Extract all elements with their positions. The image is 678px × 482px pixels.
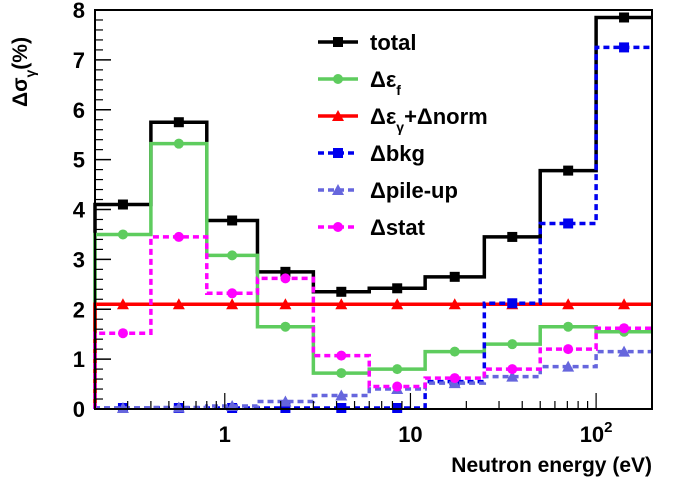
y-axis-label-unit: (%) [9, 37, 32, 70]
data-point [173, 138, 184, 149]
series-4 [93, 345, 652, 414]
data-point [448, 298, 461, 310]
data-point [280, 321, 291, 332]
data-point [116, 298, 129, 310]
y-axis-label: Δσγ(%) [9, 37, 38, 107]
data-point [226, 298, 239, 310]
data-point [507, 339, 518, 350]
legend-label: Δεγ+Δnorm [370, 104, 488, 135]
data-point [449, 271, 460, 282]
data-point [562, 360, 575, 372]
x-tick-label: 102 [580, 419, 613, 447]
data-point [227, 215, 238, 226]
data-point [335, 298, 348, 310]
data-point [392, 364, 403, 375]
data-point [279, 298, 292, 310]
y-tick-label: 0 [73, 397, 85, 422]
x-axis-label: Neutron energy (eV) [451, 454, 652, 477]
data-point [392, 283, 403, 294]
series-0 [93, 12, 652, 409]
y-tick-label: 8 [73, 0, 85, 23]
data-point [280, 266, 291, 277]
data-point [227, 250, 238, 261]
data-point [117, 199, 128, 210]
data-point [619, 323, 630, 334]
legend-label: Δεf [370, 67, 401, 98]
data-point [335, 389, 348, 401]
x-tick-label: 1 [219, 422, 231, 447]
legend-marker [332, 184, 344, 195]
data-point [563, 165, 574, 176]
series-line [93, 15, 652, 409]
y-tick-label: 7 [73, 48, 85, 73]
legend-label: Δstat [370, 215, 426, 240]
data-point [116, 402, 129, 414]
legend: total Δεf Δεγ+Δnorm Δbkg Δpile-up Δstat [318, 30, 488, 240]
y-axis-label-main: Δσ [9, 78, 32, 107]
legend-marker [333, 222, 343, 232]
data-point [227, 288, 238, 299]
series-5 [93, 231, 652, 409]
data-point [280, 273, 291, 284]
y-tick-label: 5 [73, 148, 85, 173]
legend-marker [333, 148, 343, 158]
data-point [173, 117, 184, 128]
data-point [506, 370, 519, 382]
legend-marker [333, 37, 343, 47]
y-axis-label-sub: γ [22, 70, 38, 78]
y-tick-label: 2 [73, 297, 85, 322]
data-point [173, 231, 184, 242]
data-point [449, 373, 460, 384]
data-point [563, 218, 574, 229]
legend-label: total [370, 30, 416, 55]
data-point [336, 350, 347, 361]
data-point [392, 381, 403, 392]
data-point [172, 298, 185, 310]
axes: 0 1 2 3 4 5 6 7 8 1 10 102 [73, 0, 653, 447]
series-line [93, 235, 652, 409]
data-point [562, 298, 575, 310]
legend-marker [333, 74, 343, 84]
x-tick-label: 10 [398, 422, 422, 447]
data-point [507, 364, 518, 375]
data-point [507, 298, 518, 309]
y-tick-label: 6 [73, 98, 85, 123]
y-tick-label: 4 [73, 198, 86, 223]
data-point [618, 298, 631, 310]
data-point [449, 346, 460, 357]
data-point [391, 298, 404, 310]
data-point [279, 395, 292, 407]
legend-label: Δbkg [370, 141, 425, 166]
data-point [563, 344, 574, 355]
data-point [619, 42, 630, 53]
series-line [93, 302, 652, 409]
legend-marker [332, 110, 344, 121]
y-tick-label: 3 [73, 247, 85, 272]
data-point [336, 286, 347, 297]
y-tick-label: 1 [73, 347, 85, 372]
series-line [93, 349, 652, 410]
data-point [336, 368, 347, 379]
data-point [507, 231, 518, 242]
data-point [619, 12, 630, 23]
data-point [117, 328, 128, 339]
data-point [117, 229, 128, 240]
data-point [563, 321, 574, 332]
legend-label: Δpile-up [370, 178, 458, 203]
data-point [618, 345, 631, 357]
